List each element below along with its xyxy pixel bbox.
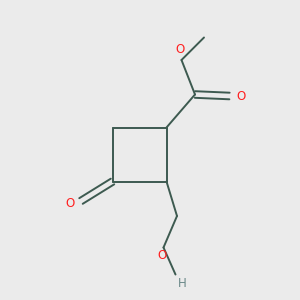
Text: O: O bbox=[176, 44, 184, 56]
Text: O: O bbox=[158, 249, 166, 262]
Text: O: O bbox=[236, 89, 245, 103]
Text: H: H bbox=[178, 277, 187, 290]
Text: O: O bbox=[65, 197, 74, 210]
